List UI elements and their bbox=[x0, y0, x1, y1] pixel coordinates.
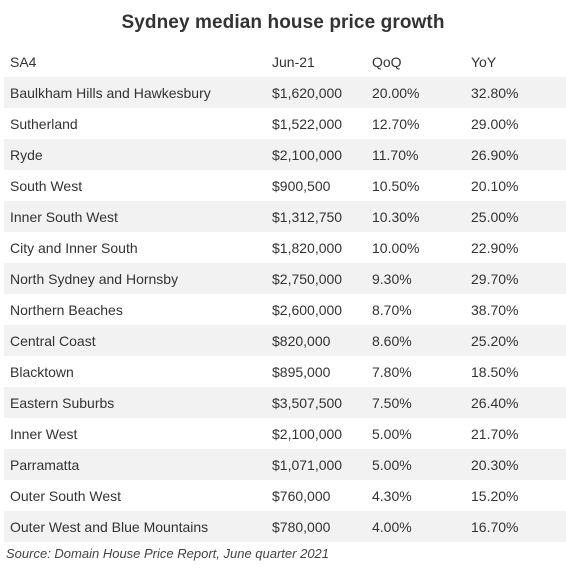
cell-price: $1,620,000 bbox=[266, 77, 366, 108]
table-row: Eastern Suburbs $3,507,500 7.50% 26.40% bbox=[4, 387, 566, 418]
cell-sa4: Northern Beaches bbox=[4, 294, 266, 325]
cell-qoq: 12.70% bbox=[366, 108, 465, 139]
cell-qoq: 5.00% bbox=[366, 418, 465, 449]
source-note: Source: Domain House Price Report, June … bbox=[6, 546, 330, 561]
cell-qoq: 8.60% bbox=[366, 325, 465, 356]
table-row: Parramatta $1,071,000 5.00% 20.30% bbox=[4, 449, 566, 480]
cell-yoy: 29.70% bbox=[465, 263, 566, 294]
cell-sa4: Parramatta bbox=[4, 449, 266, 480]
cell-price: $1,312,750 bbox=[266, 201, 366, 232]
cell-price: $1,522,000 bbox=[266, 108, 366, 139]
cell-qoq: 10.00% bbox=[366, 232, 465, 263]
cell-sa4: Eastern Suburbs bbox=[4, 387, 266, 418]
cell-qoq: 9.30% bbox=[366, 263, 465, 294]
cell-qoq: 8.70% bbox=[366, 294, 465, 325]
cell-yoy: 20.30% bbox=[465, 449, 566, 480]
cell-yoy: 22.90% bbox=[465, 232, 566, 263]
cell-qoq: 4.30% bbox=[366, 480, 465, 511]
cell-yoy: 25.20% bbox=[465, 325, 566, 356]
cell-sa4: Blacktown bbox=[4, 356, 266, 387]
price-growth-table: SA4 Jun-21 QoQ YoY Baulkham Hills and Ha… bbox=[4, 46, 566, 542]
cell-price: $895,000 bbox=[266, 356, 366, 387]
cell-price: $2,100,000 bbox=[266, 139, 366, 170]
table-row: Northern Beaches $2,600,000 8.70% 38.70% bbox=[4, 294, 566, 325]
cell-sa4: Sutherland bbox=[4, 108, 266, 139]
cell-yoy: 15.20% bbox=[465, 480, 566, 511]
table-row: Central Coast $820,000 8.60% 25.20% bbox=[4, 325, 566, 356]
cell-qoq: 11.70% bbox=[366, 139, 465, 170]
cell-yoy: 32.80% bbox=[465, 77, 566, 108]
table-row: Ryde $2,100,000 11.70% 26.90% bbox=[4, 139, 566, 170]
cell-yoy: 26.90% bbox=[465, 139, 566, 170]
cell-price: $760,000 bbox=[266, 480, 366, 511]
cell-sa4: Inner West bbox=[4, 418, 266, 449]
cell-price: $2,600,000 bbox=[266, 294, 366, 325]
cell-yoy: 21.70% bbox=[465, 418, 566, 449]
cell-yoy: 25.00% bbox=[465, 201, 566, 232]
cell-yoy: 26.40% bbox=[465, 387, 566, 418]
cell-yoy: 18.50% bbox=[465, 356, 566, 387]
table-body: Baulkham Hills and Hawkesbury $1,620,000 2… bbox=[4, 77, 566, 542]
table-row: Blacktown $895,000 7.80% 18.50% bbox=[4, 356, 566, 387]
cell-price: $2,750,000 bbox=[266, 263, 366, 294]
table-row: Inner West $2,100,000 5.00% 21.70% bbox=[4, 418, 566, 449]
cell-yoy: 29.00% bbox=[465, 108, 566, 139]
cell-sa4: Outer South West bbox=[4, 480, 266, 511]
cell-qoq: 20.00% bbox=[366, 77, 465, 108]
cell-sa4: Outer West and Blue Mountains bbox=[4, 511, 266, 542]
cell-yoy: 38.70% bbox=[465, 294, 566, 325]
table-row: City and Inner South $1,820,000 10.00% 22.9… bbox=[4, 232, 566, 263]
header-row: SA4 Jun-21 QoQ YoY bbox=[4, 46, 566, 77]
cell-qoq: 10.30% bbox=[366, 201, 465, 232]
column-header-yoy: YoY bbox=[465, 46, 566, 77]
cell-price: $2,100,000 bbox=[266, 418, 366, 449]
cell-yoy: 20.10% bbox=[465, 170, 566, 201]
cell-price: $1,820,000 bbox=[266, 232, 366, 263]
table-row: Baulkham Hills and Hawkesbury $1,620,000 2… bbox=[4, 77, 566, 108]
table-row: North Sydney and Hornsby $2,750,000 9.30% 2… bbox=[4, 263, 566, 294]
cell-sa4: North Sydney and Hornsby bbox=[4, 263, 266, 294]
table-row: Inner South West $1,312,750 10.30% 25.00% bbox=[4, 201, 566, 232]
cell-sa4: South West bbox=[4, 170, 266, 201]
cell-sa4: City and Inner South bbox=[4, 232, 266, 263]
table-row: South West $900,500 10.50% 20.10% bbox=[4, 170, 566, 201]
table-row: Sutherland $1,522,000 12.70% 29.00% bbox=[4, 108, 566, 139]
column-header-sa4: SA4 bbox=[4, 46, 266, 77]
cell-price: $3,507,500 bbox=[266, 387, 366, 418]
cell-qoq: 10.50% bbox=[366, 170, 465, 201]
cell-sa4: Central Coast bbox=[4, 325, 266, 356]
table-row: Outer West and Blue Mountains $780,000 4.0… bbox=[4, 511, 566, 542]
cell-qoq: 5.00% bbox=[366, 449, 465, 480]
cell-yoy: 16.70% bbox=[465, 511, 566, 542]
column-header-jun21: Jun-21 bbox=[266, 46, 366, 77]
cell-qoq: 7.80% bbox=[366, 356, 465, 387]
cell-qoq: 7.50% bbox=[366, 387, 465, 418]
table-row: Outer South West $760,000 4.30% 15.20% bbox=[4, 480, 566, 511]
table-header: SA4 Jun-21 QoQ YoY bbox=[4, 46, 566, 77]
cell-sa4: Inner South West bbox=[4, 201, 266, 232]
cell-qoq: 4.00% bbox=[366, 511, 465, 542]
cell-price: $780,000 bbox=[266, 511, 366, 542]
cell-sa4: Baulkham Hills and Hawkesbury bbox=[4, 77, 266, 108]
cell-price: $1,071,000 bbox=[266, 449, 366, 480]
cell-price: $900,500 bbox=[266, 170, 366, 201]
cell-price: $820,000 bbox=[266, 325, 366, 356]
cell-sa4: Ryde bbox=[4, 139, 266, 170]
chart-title: Sydney median house price growth bbox=[121, 12, 445, 33]
column-header-qoq: QoQ bbox=[366, 46, 465, 77]
